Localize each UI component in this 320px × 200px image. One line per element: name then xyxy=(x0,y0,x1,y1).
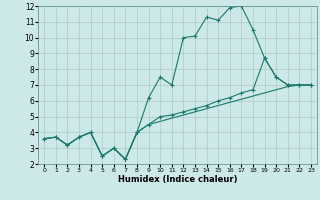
X-axis label: Humidex (Indice chaleur): Humidex (Indice chaleur) xyxy=(118,175,237,184)
